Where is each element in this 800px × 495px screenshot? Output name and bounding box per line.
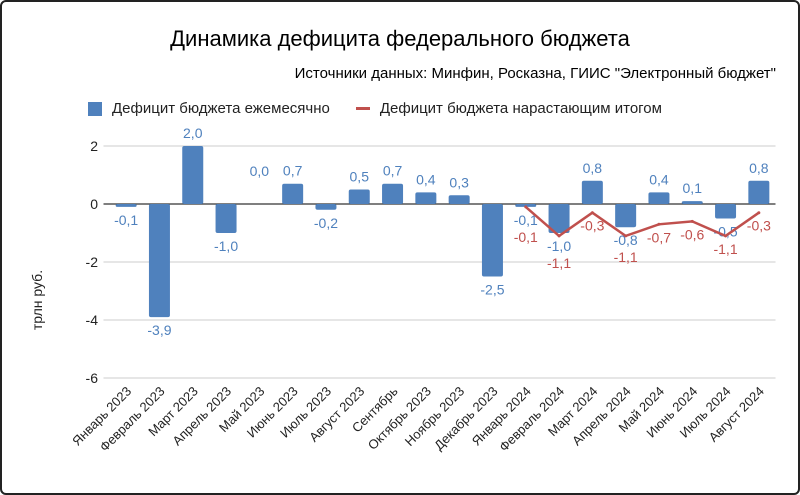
line-point <box>624 234 628 238</box>
bar-data-label: 0,4 <box>416 171 436 187</box>
bar-data-label: 0,8 <box>583 160 603 176</box>
y-tick-label: 0 <box>90 196 98 212</box>
bar-data-label: -0,1 <box>114 212 138 228</box>
line-data-label: -0,3 <box>747 218 771 234</box>
bar-data-label: -0,2 <box>314 215 338 231</box>
y-tick-label: -6 <box>86 370 99 386</box>
bar <box>215 204 237 233</box>
line-point <box>524 205 528 209</box>
bar <box>115 204 137 207</box>
bar-data-label: -1,0 <box>214 238 238 254</box>
bar-data-label: 0,1 <box>683 180 703 196</box>
bar-data-label: 0,3 <box>449 174 469 190</box>
bar-data-label: 2,0 <box>183 125 203 141</box>
bar-data-label: -0,8 <box>614 232 638 248</box>
y-axis-label: трлн руб. <box>29 270 45 330</box>
line-data-label: -0,1 <box>514 229 538 245</box>
bar-data-label: -3,9 <box>147 322 171 338</box>
bar-data-label: -2,5 <box>480 282 504 298</box>
bar <box>448 195 470 204</box>
line-point <box>757 211 761 215</box>
bar-data-label: 0,0 <box>250 163 270 179</box>
legend-label-cumulative: Дефицит бюджета нарастающим итогом <box>379 100 662 117</box>
legend: Дефицит бюджета ежемесячно Дефицит бюдже… <box>88 100 662 117</box>
line-point <box>724 234 728 238</box>
line-point <box>657 222 661 226</box>
bar <box>615 204 637 228</box>
bar-data-label: 0,7 <box>383 163 403 179</box>
bar <box>382 183 404 204</box>
line-point <box>690 219 694 223</box>
line-point <box>557 234 561 238</box>
bar <box>182 146 204 204</box>
y-tick-label: 2 <box>90 138 98 154</box>
bar <box>148 204 170 318</box>
line-point <box>590 211 594 215</box>
bar <box>581 180 603 204</box>
legend-swatch-bar <box>88 101 102 116</box>
line-data-label: -0,7 <box>647 229 671 245</box>
line-data-label: -0,6 <box>680 226 704 242</box>
bar <box>648 192 670 204</box>
bar <box>415 192 437 204</box>
line-data-label: -0,3 <box>580 218 604 234</box>
bar <box>315 204 337 210</box>
bar-data-label: -1,0 <box>547 238 571 254</box>
cumulative-line <box>524 205 760 238</box>
line-data-label: -1,1 <box>614 249 638 265</box>
bar <box>282 183 304 204</box>
bar <box>348 189 370 204</box>
bar-data-label: 0,5 <box>350 169 370 185</box>
y-tick-label: -2 <box>86 254 99 270</box>
legend-swatch-line <box>355 107 370 110</box>
bar <box>748 180 770 204</box>
chart-title: Динамика дефицита федерального бюджета <box>170 26 630 51</box>
chart-subtitle: Источники данных: Минфин, Росказна, ГИИС… <box>294 65 776 82</box>
line-data-label: -1,1 <box>547 255 571 271</box>
bar <box>481 204 503 277</box>
bar-data-label: 0,7 <box>283 163 303 179</box>
bar <box>548 204 570 233</box>
bar-data-label: -0,1 <box>514 212 538 228</box>
bar <box>715 204 737 219</box>
bar-data-label: 0,4 <box>649 171 669 187</box>
bar-data-label: -0,5 <box>713 224 737 240</box>
bar-data-label: 0,8 <box>749 160 769 176</box>
line-data-label: -1,1 <box>713 241 737 257</box>
y-tick-label: -4 <box>86 312 99 328</box>
legend-label-monthly: Дефицит бюджета ежемесячно <box>112 100 330 117</box>
bar <box>681 201 703 204</box>
